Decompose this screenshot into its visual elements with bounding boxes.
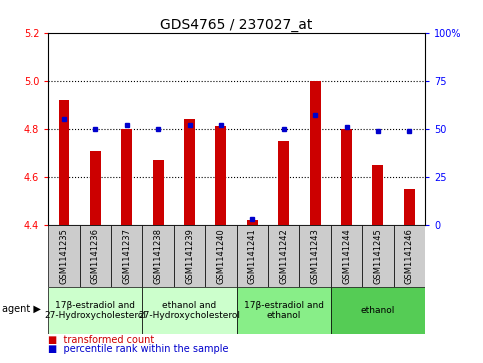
Text: 17β-estradiol and
ethanol: 17β-estradiol and ethanol (244, 301, 324, 320)
Text: 17β-estradiol and
27-Hydroxycholesterol: 17β-estradiol and 27-Hydroxycholesterol (44, 301, 146, 320)
Bar (153, 160, 164, 225)
Bar (121, 129, 132, 225)
Bar (372, 165, 384, 225)
Bar (90, 151, 101, 225)
Text: GSM1141243: GSM1141243 (311, 228, 320, 284)
Text: GSM1141242: GSM1141242 (279, 228, 288, 284)
Bar (299, 225, 331, 287)
Bar (247, 220, 258, 225)
Bar (237, 225, 268, 287)
Bar (394, 225, 425, 287)
Text: ethanol: ethanol (361, 306, 395, 315)
Bar (237, 287, 331, 334)
Title: GDS4765 / 237027_at: GDS4765 / 237027_at (160, 18, 313, 32)
Text: GSM1141241: GSM1141241 (248, 228, 257, 284)
Text: GSM1141237: GSM1141237 (122, 228, 131, 284)
Bar (48, 287, 142, 334)
Bar (404, 189, 415, 225)
Bar (48, 225, 80, 287)
Bar (331, 287, 425, 334)
Bar (80, 225, 111, 287)
Bar (142, 287, 237, 334)
Bar (278, 141, 289, 225)
Bar (111, 225, 142, 287)
Text: GSM1141235: GSM1141235 (59, 228, 69, 284)
Bar (310, 81, 321, 225)
Bar (341, 129, 352, 225)
Text: GSM1141239: GSM1141239 (185, 228, 194, 284)
Bar (184, 119, 195, 225)
Text: GSM1141245: GSM1141245 (373, 228, 383, 284)
Bar (174, 225, 205, 287)
Bar (268, 225, 299, 287)
Text: GSM1141238: GSM1141238 (154, 228, 163, 284)
Text: agent ▶: agent ▶ (2, 303, 41, 314)
Text: GSM1141246: GSM1141246 (405, 228, 414, 284)
Text: GSM1141236: GSM1141236 (91, 228, 100, 284)
Text: GSM1141244: GSM1141244 (342, 228, 351, 284)
Text: ethanol and
27-Hydroxycholesterol: ethanol and 27-Hydroxycholesterol (139, 301, 241, 320)
Text: ■  percentile rank within the sample: ■ percentile rank within the sample (48, 344, 229, 354)
Bar (215, 126, 227, 225)
Bar (331, 225, 362, 287)
Bar (362, 225, 394, 287)
Bar (142, 225, 174, 287)
Bar (58, 100, 70, 225)
Text: ■  transformed count: ■ transformed count (48, 335, 155, 345)
Bar (205, 225, 237, 287)
Text: GSM1141240: GSM1141240 (216, 228, 226, 284)
